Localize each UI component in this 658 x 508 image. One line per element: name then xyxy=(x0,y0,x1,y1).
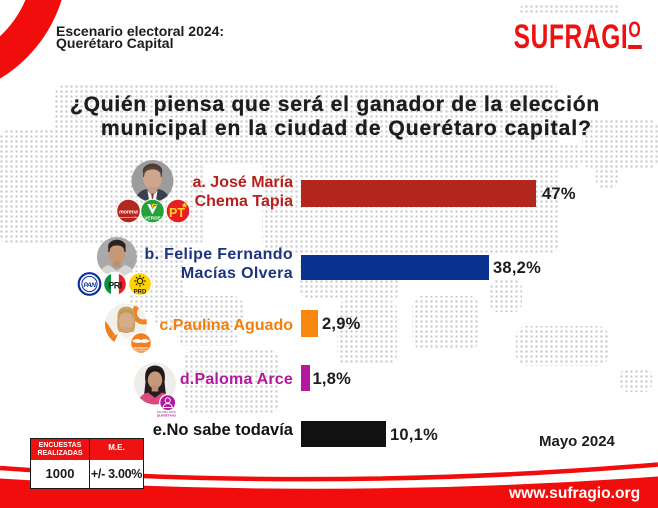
svg-text:morena: morena xyxy=(119,210,138,216)
svg-text:CIUDADANO: CIUDADANO xyxy=(134,350,148,353)
svg-text:La esperanza de México: La esperanza de México xyxy=(116,217,142,219)
svg-text:MOVIMIENTO: MOVIMIENTO xyxy=(134,348,149,350)
svg-text:QUERÉTARO: QUERÉTARO xyxy=(157,413,177,418)
svg-text:PRD: PRD xyxy=(134,290,147,296)
svg-text:PALOMA ARCE: PALOMA ARCE xyxy=(157,410,176,414)
svg-text:VERDE: VERDE xyxy=(144,216,161,222)
svg-text:PAN: PAN xyxy=(84,282,97,289)
svg-text:PRI: PRI xyxy=(108,281,122,291)
svg-text:PT: PT xyxy=(169,206,185,220)
